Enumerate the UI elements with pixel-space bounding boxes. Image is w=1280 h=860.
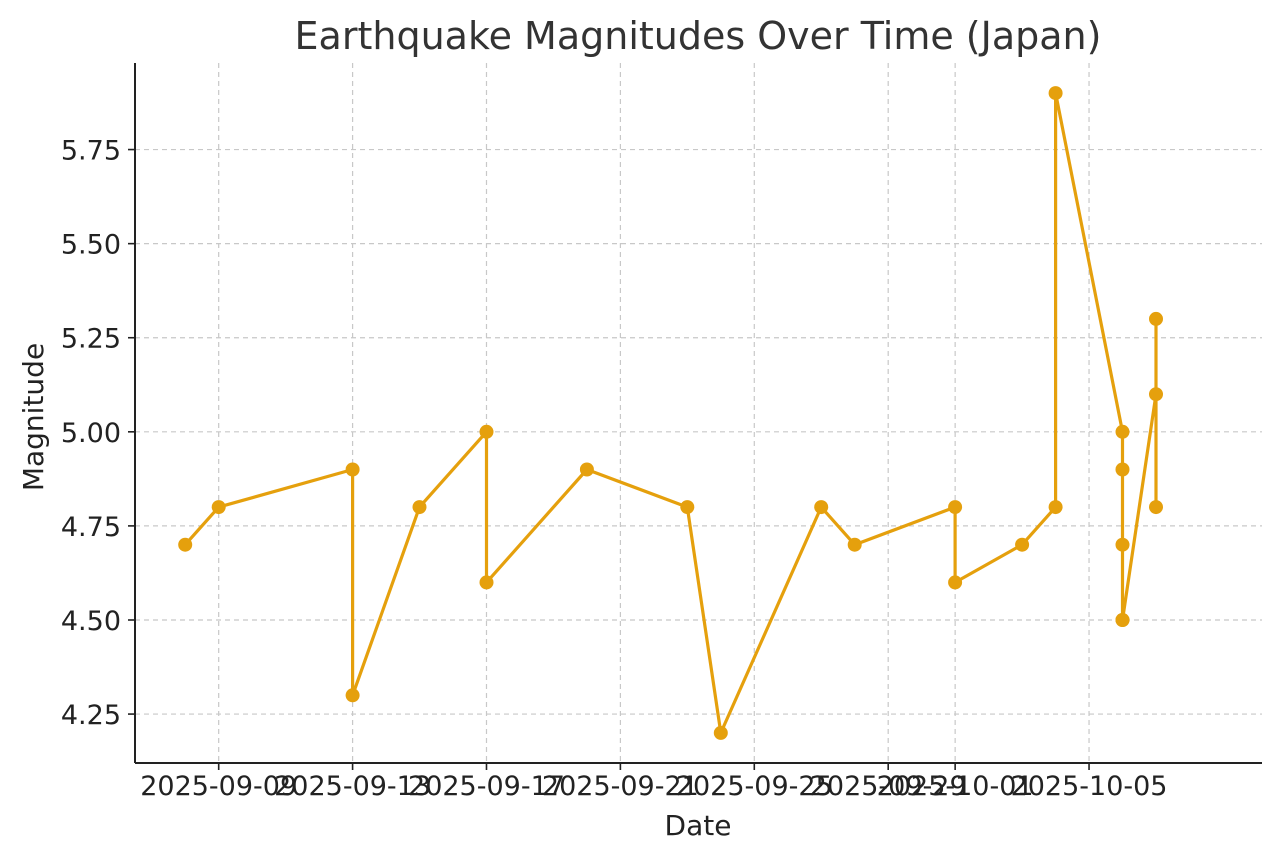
data-point: [1015, 537, 1030, 552]
y-tick-label: 5.75: [61, 136, 121, 167]
data-point: [579, 462, 594, 477]
data-point: [345, 462, 360, 477]
y-tick-label: 5.25: [61, 324, 121, 355]
data-point: [1149, 387, 1163, 402]
y-tick-label: 5.00: [61, 418, 121, 449]
x-tick-label: 2025-09-25: [676, 771, 833, 802]
x-tick-label: 2025-10-05: [1011, 771, 1168, 802]
x-axis-label: Date: [665, 809, 732, 842]
data-point: [1149, 500, 1163, 515]
data-point: [814, 500, 829, 515]
x-tick-label: 2025-09-21: [542, 771, 699, 802]
data-point: [680, 500, 695, 515]
data-point: [412, 500, 427, 515]
x-tick-label: 2025-09-17: [408, 771, 565, 802]
data-point: [1115, 424, 1130, 439]
data-point: [1048, 500, 1063, 515]
data-point: [948, 575, 963, 590]
data-point: [178, 537, 193, 552]
x-tick-label: 2025-10-01: [877, 771, 1034, 802]
x-tick-label: 2025-09-29: [810, 771, 967, 802]
data-point: [345, 688, 360, 703]
data-point: [1115, 613, 1130, 627]
data-point: [1149, 311, 1163, 326]
grid-lines: [135, 63, 1262, 763]
y-tick-label: 4.75: [61, 512, 121, 543]
x-ticks: 2025-09-092025-09-132025-09-172025-09-21…: [140, 763, 1168, 802]
data-point: [1048, 86, 1063, 101]
y-tick-label: 4.25: [61, 700, 121, 731]
y-ticks: 4.25 4.50 4.75 5.00 5.25 5.50 5.75: [61, 136, 135, 731]
data-point: [713, 725, 728, 740]
series-layer: [178, 86, 1163, 740]
y-tick-label: 4.50: [61, 606, 121, 637]
data-point: [1115, 462, 1130, 477]
data-point: [479, 575, 494, 590]
data-point: [479, 424, 494, 439]
y-axis-label: Magnitude: [17, 343, 50, 491]
data-point: [1115, 537, 1130, 552]
series-line: [184, 91, 1158, 735]
data-point: [948, 500, 963, 515]
x-tick-label: 2025-09-13: [274, 771, 431, 802]
chart-title: Earthquake Magnitudes Over Time (Japan): [295, 14, 1102, 58]
data-point: [211, 500, 226, 515]
x-tick-label: 2025-09-09: [140, 771, 297, 802]
data-point: [847, 537, 862, 552]
axes: [134, 63, 1262, 764]
y-tick-label: 5.50: [61, 230, 121, 261]
